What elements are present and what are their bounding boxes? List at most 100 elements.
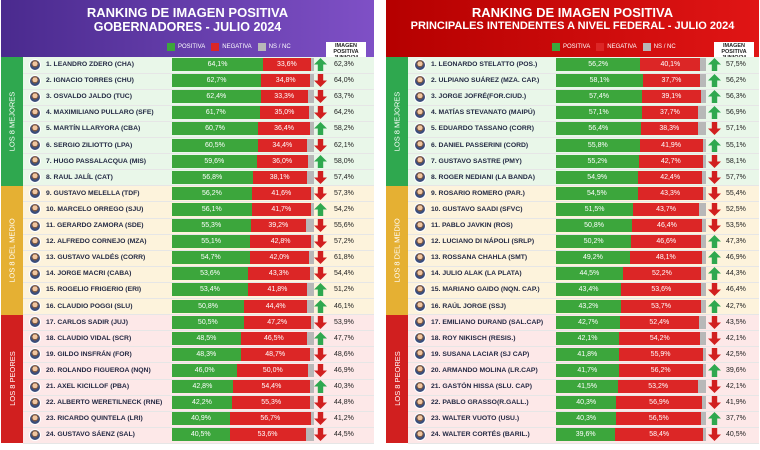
arrow-down-icon — [314, 170, 327, 184]
row-name: 23. RICARDO QUINTELA (LRI) — [46, 415, 143, 423]
negative-bar-segment: 34,8% — [261, 74, 311, 88]
positive-bar-segment: 50,8% — [556, 219, 633, 232]
previous-image-value: 44,5% — [334, 431, 354, 439]
arrow-down-icon — [314, 90, 327, 104]
previous-image-value: 58,2% — [334, 125, 354, 133]
row-separator — [408, 217, 759, 219]
ranking-row: 12. LUCIANO DI NÁPOLI (SRLP) 50,2% 46,6% 47… — [386, 234, 759, 249]
previous-image-value: 64,2% — [334, 109, 354, 117]
row-name: 11. PABLO JAVKIN (ROS) — [431, 222, 513, 229]
negative-bar-segment: 58,4% — [615, 428, 703, 442]
negative-bar-segment: 53,2% — [618, 380, 699, 393]
ns-bar-segment — [701, 170, 706, 184]
stacked-bar: 42,1% 54,2% — [556, 331, 706, 345]
previous-image-value: 46,1% — [334, 302, 354, 310]
row-separator — [23, 104, 374, 106]
positive-bar-segment: 57,4% — [556, 90, 643, 104]
positive-bar-segment: 60,5% — [172, 138, 258, 152]
previous-image-value: 44,8% — [334, 399, 354, 407]
previous-image-value: 46,9% — [334, 366, 354, 374]
arrow-down-icon — [708, 347, 721, 361]
ns-bar-segment — [702, 154, 706, 168]
row-separator — [408, 281, 759, 283]
row-name: 16. CLAUDIO POGGI (SLU) — [46, 302, 133, 310]
arrow-down-icon — [314, 235, 327, 249]
avatar — [414, 267, 426, 280]
legend: POSITIVA NEGATIVA NS / NC — [161, 42, 291, 52]
ranking-row: 1. LEANDRO ZDERO (CHA) 64,1% 33,6% 62,3% — [1, 57, 374, 72]
row-name: 13. ROSSANA CHAHLA (SMT) — [431, 254, 528, 262]
positive-bar-segment: 56,2% — [172, 186, 252, 200]
stacked-bar: 50,5% 47,2% — [172, 315, 314, 329]
avatar — [29, 412, 41, 425]
ranking-row: 18. CLAUDIO VIDAL (SCR) 48,5% 46,5% 47,7% — [1, 331, 374, 346]
arrow-up-icon — [708, 412, 721, 426]
avatar — [414, 58, 426, 71]
positive-bar-segment: 44,5% — [556, 267, 623, 281]
stacked-bar: 55,3% 39,2% — [172, 219, 314, 232]
negative-bar-segment: 55,9% — [618, 347, 703, 361]
ns-bar-segment — [311, 235, 314, 249]
row-name: 5. MARTÍN LLARYORA (CBA) — [46, 125, 141, 133]
row-name: 5. EDUARDO TASSANO (CORR) — [431, 125, 534, 133]
row-name: 4. MATÍAS STEVANATO (MAIPÚ) — [431, 109, 536, 117]
row-separator — [408, 314, 759, 316]
arrow-down-icon — [314, 412, 327, 426]
negative-bar-segment: 36,4% — [258, 122, 310, 136]
previous-image-value: 46,4% — [726, 286, 746, 294]
positive-bar-segment: 49,2% — [556, 251, 630, 265]
mayors-ranking-panel: RANKING DE IMAGEN POSITIVA PRINCIPALES I… — [386, 0, 759, 450]
negative-bar-segment: 35,0% — [259, 106, 310, 120]
previous-image-value: 42,1% — [726, 334, 746, 342]
previous-image-value: 48,6% — [334, 350, 354, 358]
avatar — [29, 235, 41, 248]
arrow-down-icon — [314, 186, 327, 200]
row-name: 14. JORGE MACRI (CABA) — [46, 270, 132, 278]
arrow-up-icon — [708, 363, 721, 377]
positive-bar-segment: 61,7% — [172, 106, 260, 120]
positive-bar-segment: 43,2% — [556, 299, 621, 313]
ranking-row: 7. HUGO PASSALACQUA (MIS) 59,6% 36,0% 58,0% — [1, 154, 374, 169]
row-name: 24. GUSTAVO SÁENZ (SAL) — [46, 431, 135, 439]
ns-bar-segment — [698, 380, 706, 393]
avatar — [29, 267, 41, 280]
arrow-up-icon — [708, 267, 721, 281]
row-name: 18. ROY NIKISCH (RESIS.) — [431, 334, 516, 342]
arrow-up-icon — [708, 251, 721, 265]
arrow-up-icon — [708, 58, 721, 71]
row-separator — [408, 104, 759, 106]
stacked-bar: 48,3% 48,7% — [172, 347, 314, 361]
stacked-bar: 54,9% 42,4% — [556, 170, 706, 184]
ranking-row: 22. PABLO GRASSO(R.GALL.) 40,3% 56,9% 41,9% — [386, 395, 759, 410]
legend-positive-swatch — [167, 43, 175, 51]
ranking-row: 22. ALBERTO WERETILNECK (RNE) 42,2% 55,3% 4… — [1, 395, 374, 410]
previous-image-value: 58,1% — [726, 157, 746, 165]
row-separator — [23, 72, 374, 74]
legend-ns-swatch — [642, 43, 651, 51]
avatar — [29, 58, 41, 71]
previous-image-column-label: IMAGEN POSITIVA JUNIO/24 — [714, 42, 754, 61]
ns-bar-segment — [310, 74, 314, 88]
avatar — [414, 251, 426, 264]
negative-bar-segment: 41,6% — [251, 186, 311, 200]
stacked-bar: 40,3% 56,5% — [556, 412, 706, 426]
negative-bar-segment: 41,7% — [251, 202, 311, 216]
ranking-row: 5. MARTÍN LLARYORA (CBA) 60,7% 36,4% 58,2% — [1, 121, 374, 136]
row-name: 4. MAXIMILIANO PULLARO (SFE) — [46, 109, 154, 117]
previous-image-value: 42,5% — [726, 350, 746, 358]
arrow-up-icon — [314, 58, 327, 71]
row-separator — [23, 314, 374, 316]
ranking-row: 13. ROSSANA CHAHLA (SMT) 49,2% 48,1% 46,9% — [386, 250, 759, 265]
stacked-bar: 53,6% 43,3% — [172, 267, 314, 281]
ns-bar-segment — [307, 90, 314, 104]
ns-bar-segment — [702, 363, 706, 377]
avatar — [29, 155, 41, 168]
row-name: 1. LEONARDO STELATTO (POS.) — [431, 61, 538, 68]
legend-negative-label: NEGATIVA — [607, 44, 637, 50]
avatar — [414, 300, 426, 312]
previous-image-value: 52,5% — [726, 205, 746, 213]
negative-bar-segment: 53,7% — [620, 299, 702, 313]
arrow-down-icon — [708, 428, 721, 442]
row-name: 14. JULIO ALAK (LA PLATA) — [431, 270, 522, 278]
ns-bar-segment — [306, 138, 314, 152]
